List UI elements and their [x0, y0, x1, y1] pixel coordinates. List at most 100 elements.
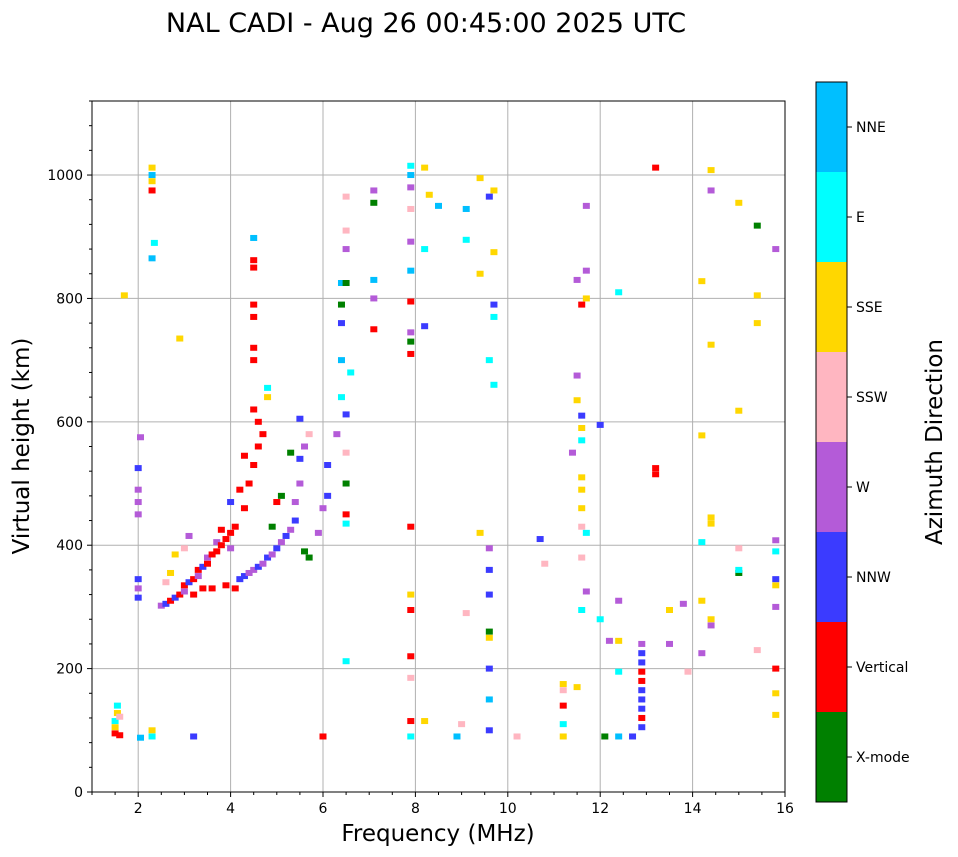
- echo-point: [208, 551, 216, 558]
- echo-point: [485, 696, 493, 703]
- echo-point: [578, 505, 586, 512]
- echo-point: [213, 539, 221, 546]
- echo-point: [222, 582, 230, 589]
- echo-point: [476, 529, 484, 536]
- echo-point: [407, 238, 415, 245]
- echo-point: [227, 529, 235, 536]
- echo-point: [337, 320, 345, 327]
- echo-point: [337, 301, 345, 308]
- x-axis-ticks: 2 4 6 8 10 12 14 16: [91, 792, 794, 817]
- echo-point: [407, 350, 415, 357]
- echo-point: [250, 462, 258, 469]
- echo-point: [337, 357, 345, 364]
- y-axis-ticks: 0 200 400 600 800 1000: [47, 100, 92, 801]
- grid-lines: [92, 101, 786, 793]
- echo-point: [638, 650, 646, 657]
- colorbar-segment: [816, 172, 847, 262]
- echo-point: [245, 480, 253, 487]
- echo-point: [231, 523, 239, 530]
- echo-point: [213, 548, 221, 555]
- echo-point: [301, 443, 309, 450]
- echo-point: [536, 536, 544, 543]
- colorbar-tick-label: Vertical: [856, 660, 908, 676]
- echo-point: [259, 560, 267, 567]
- echo-point: [204, 560, 211, 567]
- echo-point: [453, 733, 461, 740]
- echo-point: [180, 582, 188, 589]
- echo-point: [772, 582, 780, 589]
- echo-point: [190, 591, 198, 598]
- echo-point: [370, 295, 378, 302]
- echo-point: [407, 298, 415, 305]
- echo-point: [407, 338, 415, 345]
- echo-point: [342, 511, 350, 518]
- echo-point: [615, 289, 623, 296]
- echo-point: [559, 702, 567, 709]
- echo-point: [208, 585, 216, 592]
- echo-point: [199, 585, 207, 592]
- echo-point: [582, 202, 590, 209]
- echo-point: [137, 734, 145, 741]
- echo-point: [485, 545, 493, 552]
- colorbar-tick-label: SSW: [856, 390, 888, 406]
- echo-point: [185, 579, 193, 586]
- echo-point: [462, 236, 470, 243]
- echo-point: [559, 681, 567, 688]
- echo-point: [679, 600, 687, 607]
- echo-point: [148, 255, 156, 262]
- azimuth-colorbar: X-mode Vertical NNW W SSW SSE E NNE: [815, 81, 910, 803]
- echo-point: [333, 431, 341, 438]
- echo-point: [162, 579, 170, 586]
- x-tick-label: 2: [134, 801, 143, 817]
- echo-point: [476, 270, 484, 277]
- echo-point: [485, 634, 493, 641]
- echo-point: [162, 600, 170, 607]
- echo-point: [582, 588, 590, 595]
- echo-point: [421, 164, 429, 171]
- echo-point: [772, 548, 780, 555]
- echo-point: [490, 381, 498, 388]
- echo-point: [578, 301, 586, 308]
- echo-point: [407, 267, 415, 274]
- echo-point: [240, 452, 248, 459]
- echo-point: [698, 432, 706, 439]
- echo-point: [116, 732, 124, 739]
- echo-point: [407, 718, 415, 725]
- echo-point: [171, 594, 179, 601]
- echo-point: [250, 566, 258, 573]
- echo-point: [296, 480, 304, 487]
- echo-point: [462, 610, 470, 617]
- echo-point: [268, 523, 276, 530]
- echo-point: [615, 733, 623, 740]
- colorbar-segment: [816, 82, 847, 172]
- echo-point: [638, 677, 646, 684]
- echo-point: [305, 431, 313, 438]
- echo-point: [772, 690, 780, 697]
- colorbar-tick-label: E: [856, 210, 865, 226]
- echo-point: [250, 357, 258, 364]
- echo-point: [250, 301, 258, 308]
- echo-point: [559, 721, 567, 728]
- echo-point: [735, 569, 743, 576]
- echo-point: [113, 710, 121, 717]
- echo-point: [698, 597, 706, 604]
- echo-point: [568, 449, 576, 456]
- echo-point: [319, 505, 327, 512]
- echo-point: [772, 537, 780, 544]
- echo-point: [638, 696, 646, 703]
- echo-point: [111, 718, 119, 725]
- echo-point: [148, 172, 156, 179]
- echo-point: [652, 465, 660, 472]
- echo-point: [157, 602, 165, 609]
- echo-point: [407, 674, 415, 681]
- echo-point: [296, 415, 304, 422]
- echo-point: [167, 569, 175, 576]
- echo-point: [301, 548, 309, 555]
- echo-point: [638, 724, 646, 731]
- echo-point: [753, 292, 761, 299]
- echo-point: [485, 193, 493, 200]
- echo-point: [629, 733, 637, 740]
- echo-point: [615, 597, 623, 604]
- echo-point: [458, 721, 466, 728]
- echo-point: [615, 637, 623, 644]
